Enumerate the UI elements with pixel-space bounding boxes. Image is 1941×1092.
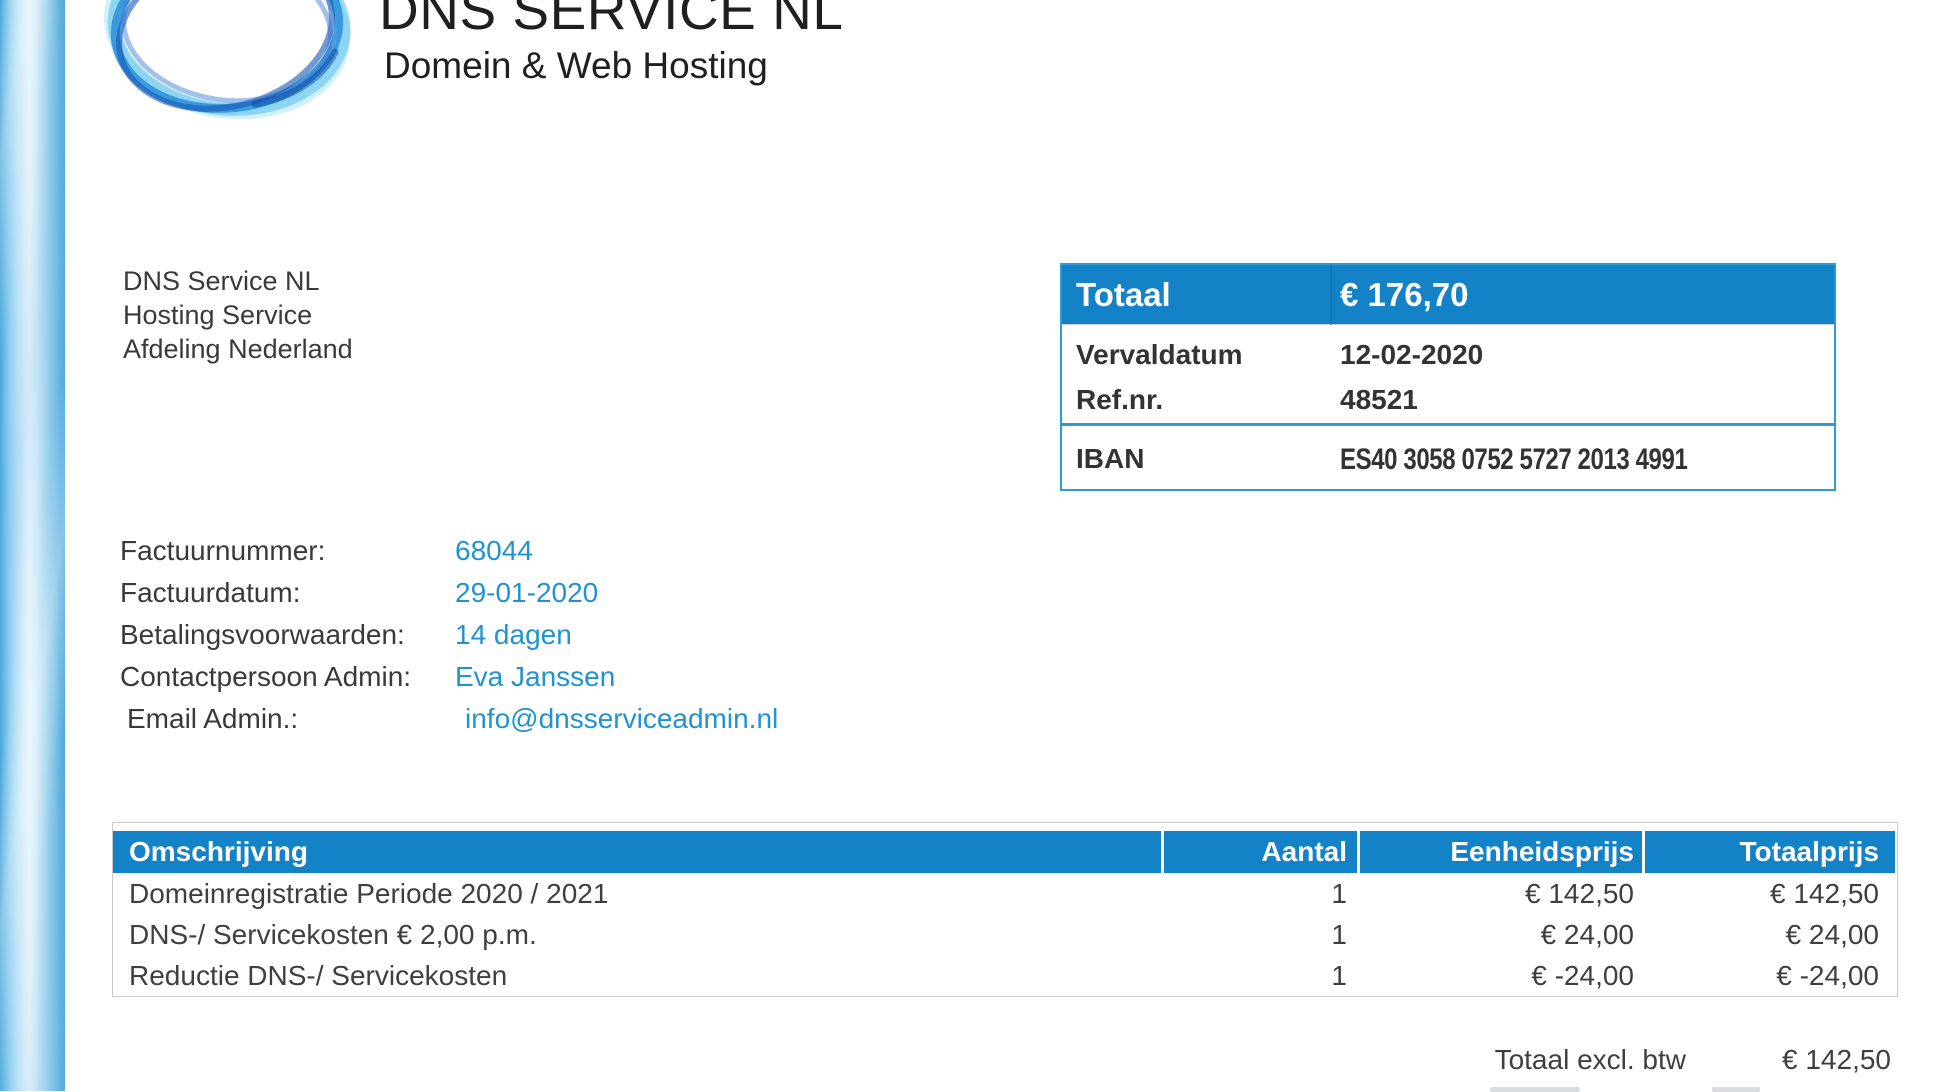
company-title: DNS SERVICE NL (379, 0, 844, 41)
due-date-value: 12-02-2020 (1340, 339, 1484, 370)
payment-summary-box: Totaal € 176,70 Vervaldatum 12-02-2020 R… (1060, 263, 1836, 491)
payment-terms-row: Betalingsvoorwaarden: 14 dagen (120, 614, 880, 656)
invoice-number-value: 68044 (455, 535, 533, 566)
invoice-number-row: Factuurnummer: 68044 (120, 530, 880, 572)
item-unit-price: € 24,00 (1540, 918, 1634, 950)
sender-line: Afdeling Nederland (123, 334, 353, 364)
header-quantity: Aantal (1164, 831, 1357, 873)
swirl-ring-icon (104, 0, 351, 120)
header-total-price: Totaalprijs (1645, 831, 1895, 873)
header-description: Omschrijving (113, 831, 1161, 873)
table-header-row: Omschrijving Aantal Eenheidsprijs Totaal… (113, 831, 1897, 873)
contact-person-row: Contactpersoon Admin: Eva Janssen (120, 656, 880, 698)
item-total-price: € 142,50 (1770, 877, 1879, 909)
iban-divider (1062, 423, 1834, 426)
contact-person-value: Eva Janssen (455, 661, 616, 692)
invoice-date-row: Factuurdatum: 29-01-2020 (120, 572, 880, 614)
total-label: Totaal (1076, 276, 1171, 313)
decorative-left-stripe (0, 0, 65, 1091)
sender-address-block: DNS Service NL Hosting Service Afdeling … (123, 264, 353, 366)
admin-email-label: Email Admin.: (127, 703, 299, 734)
iban-value: ES40 3058 0752 5727 2013 4991 (1340, 443, 1688, 476)
admin-email-value: info@dnsserviceadmin.nl (465, 703, 779, 734)
invoice-number-label: Factuurnummer: (120, 535, 326, 566)
item-description: Domeinregistratie Periode 2020 / 2021 (129, 877, 609, 909)
item-description: DNS-/ Servicekosten € 2,00 p.m. (129, 918, 537, 950)
header-unit-price: Eenheidsprijs (1360, 831, 1642, 873)
reference-number-row: Ref.nr. 48521 (1062, 384, 1834, 418)
payment-terms-label: Betalingsvoorwaarden: (120, 619, 405, 650)
due-date-label: Vervaldatum (1076, 339, 1243, 370)
summary-total-row: Totaal € 176,70 (1062, 265, 1834, 325)
item-total-price: € 24,00 (1785, 918, 1879, 950)
company-logo (103, 0, 353, 130)
invoice-date-value: 29-01-2020 (455, 577, 599, 608)
table-row: DNS-/ Servicekosten € 2,00 p.m. 1 € 24,0… (113, 914, 1897, 955)
sender-line: DNS Service NL (123, 266, 320, 296)
reference-number-value: 48521 (1340, 384, 1418, 415)
invoice-date-label: Factuurdatum: (120, 577, 301, 608)
item-quantity: 1 (1331, 959, 1347, 991)
contact-person-label: Contactpersoon Admin: (120, 661, 412, 692)
item-quantity: 1 (1331, 918, 1347, 950)
item-unit-price: € -24,00 (1531, 959, 1634, 991)
company-subtitle: Domein & Web Hosting (384, 45, 768, 86)
total-amount: € 176,70 (1340, 276, 1469, 313)
header-gap (1161, 831, 1164, 873)
header-gap (1357, 831, 1360, 873)
item-quantity: 1 (1331, 877, 1347, 909)
invoice-details-block: Factuurnummer: 68044 Factuurdatum: 29-01… (120, 530, 880, 740)
payment-terms-value: 14 dagen (455, 619, 572, 650)
line-items-table: Omschrijving Aantal Eenheidsprijs Totaal… (112, 822, 1898, 997)
due-date-row: Vervaldatum 12-02-2020 (1062, 339, 1834, 373)
total-excl-btw-value: € 142,50 (1782, 1044, 1891, 1075)
iban-row: IBAN ES40 3058 0752 5727 2013 4991 (1062, 443, 1834, 477)
table-row: Domeinregistratie Periode 2020 / 2021 1 … (113, 873, 1897, 914)
reference-number-label: Ref.nr. (1076, 384, 1164, 415)
table-row: Reductie DNS-/ Servicekosten 1 € -24,00 … (113, 955, 1897, 996)
summary-column-divider (1330, 265, 1332, 325)
iban-label: IBAN (1076, 443, 1145, 474)
clipped-text-remnant (1490, 1087, 1580, 1092)
sender-line: Hosting Service (123, 300, 313, 330)
clipped-text-remnant (1712, 1087, 1760, 1092)
item-description: Reductie DNS-/ Servicekosten (129, 959, 508, 991)
total-excl-btw-label: Totaal excl. btw (1494, 1044, 1686, 1075)
admin-email-row: Email Admin.: info@dnsserviceadmin.nl (120, 698, 880, 740)
item-total-price: € -24,00 (1776, 959, 1879, 991)
header-gap (1642, 831, 1645, 873)
item-unit-price: € 142,50 (1525, 877, 1634, 909)
